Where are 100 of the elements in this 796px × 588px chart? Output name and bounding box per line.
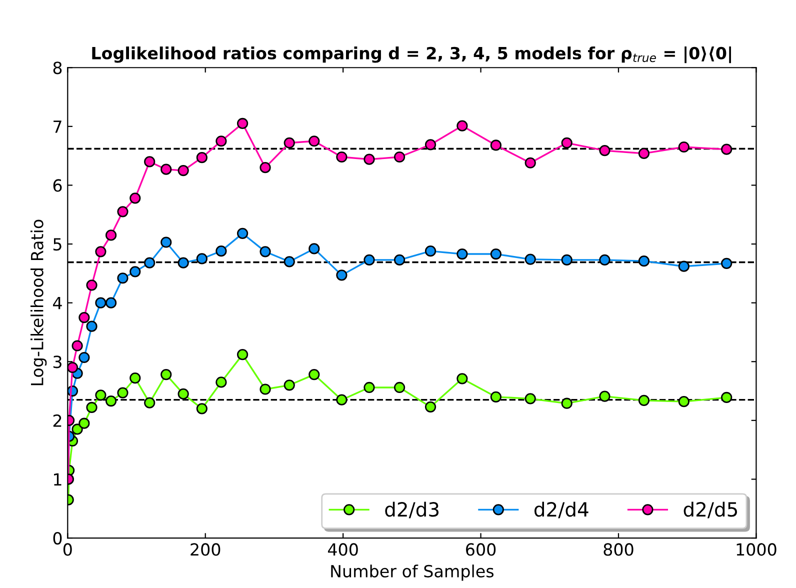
point	[284, 380, 295, 391]
point	[638, 256, 650, 267]
point	[196, 253, 208, 264]
y-tick-label: 1	[54, 473, 62, 486]
x-tick-label: 800	[604, 543, 634, 556]
point	[105, 395, 117, 407]
y-tick-label: 4	[53, 297, 62, 310]
y-tick-label: 2	[53, 414, 62, 427]
point	[561, 137, 572, 148]
point	[678, 396, 690, 408]
point	[68, 362, 78, 374]
point	[308, 136, 320, 147]
point	[490, 140, 502, 151]
point	[216, 376, 227, 388]
x-tick-label: 600	[466, 543, 496, 556]
point	[178, 164, 189, 176]
y-tick-label: 8	[53, 62, 62, 74]
point	[308, 243, 320, 254]
point	[78, 418, 90, 429]
point	[144, 257, 156, 268]
point	[144, 397, 156, 408]
point	[524, 393, 536, 404]
point	[86, 402, 98, 414]
point	[721, 258, 732, 269]
y-axis-title: Log-Likelihood Ratio	[30, 220, 47, 386]
point	[336, 270, 348, 281]
point	[236, 118, 248, 130]
point	[336, 394, 348, 406]
point	[105, 297, 117, 308]
y-tick-label: 3	[53, 356, 62, 368]
point	[599, 144, 610, 156]
point	[456, 120, 468, 132]
point	[144, 156, 156, 168]
legend-label: d2/d3	[385, 502, 439, 518]
point	[490, 391, 502, 402]
point	[424, 246, 436, 257]
point	[86, 320, 98, 332]
point	[196, 152, 208, 164]
point	[364, 382, 375, 394]
point	[160, 236, 172, 248]
point	[260, 246, 271, 258]
point	[721, 392, 732, 404]
chart-title: Loglikelihood ratios comparing d = 2, 3, 4, 5 models for ρ$_{true}$ = |0⟩⟨0|	[92, 46, 731, 64]
point	[72, 340, 83, 352]
point	[160, 369, 172, 380]
point	[364, 154, 375, 165]
point	[394, 151, 406, 163]
point	[95, 390, 106, 401]
point	[178, 257, 189, 268]
y-tick-label: 7	[54, 120, 62, 133]
point	[78, 352, 90, 364]
x-axis-title: Number of Samples	[331, 564, 494, 581]
point	[260, 162, 271, 174]
point	[561, 254, 572, 266]
point	[105, 230, 117, 241]
point	[678, 260, 690, 272]
y-tick-label: 0	[53, 532, 62, 545]
point	[394, 254, 406, 266]
point	[424, 139, 436, 150]
point	[284, 137, 295, 148]
y-tick-label: 6	[53, 179, 62, 192]
x-tick-label: 1000	[736, 543, 776, 556]
point	[308, 369, 320, 380]
point	[364, 254, 375, 266]
y-tick-label: 5	[53, 238, 62, 251]
point	[599, 254, 610, 266]
point	[260, 384, 271, 395]
point	[130, 372, 141, 384]
legend-label: d2/d5	[684, 502, 737, 518]
x-tick-label: 0	[63, 543, 72, 556]
point	[678, 141, 690, 153]
x-tick-label: 200	[190, 543, 220, 556]
point	[456, 373, 468, 384]
point	[524, 254, 536, 265]
legend-label: d2/d4	[534, 502, 588, 518]
point	[95, 246, 106, 258]
point	[72, 424, 83, 435]
point	[95, 297, 106, 308]
point	[394, 382, 406, 394]
point	[117, 272, 128, 284]
point	[78, 312, 90, 324]
point	[638, 394, 650, 406]
point	[721, 144, 732, 155]
point	[130, 266, 141, 278]
point	[178, 388, 189, 400]
point	[561, 398, 572, 409]
point	[86, 280, 98, 291]
point	[284, 256, 295, 268]
point	[117, 387, 128, 398]
point	[336, 151, 348, 163]
x-tick-label: 400	[328, 543, 358, 556]
point	[524, 157, 536, 168]
point	[236, 228, 248, 239]
point	[216, 136, 227, 147]
point	[236, 349, 248, 360]
point	[160, 164, 172, 175]
point	[130, 192, 141, 204]
point	[490, 248, 502, 260]
point	[424, 401, 436, 412]
point	[117, 206, 128, 218]
